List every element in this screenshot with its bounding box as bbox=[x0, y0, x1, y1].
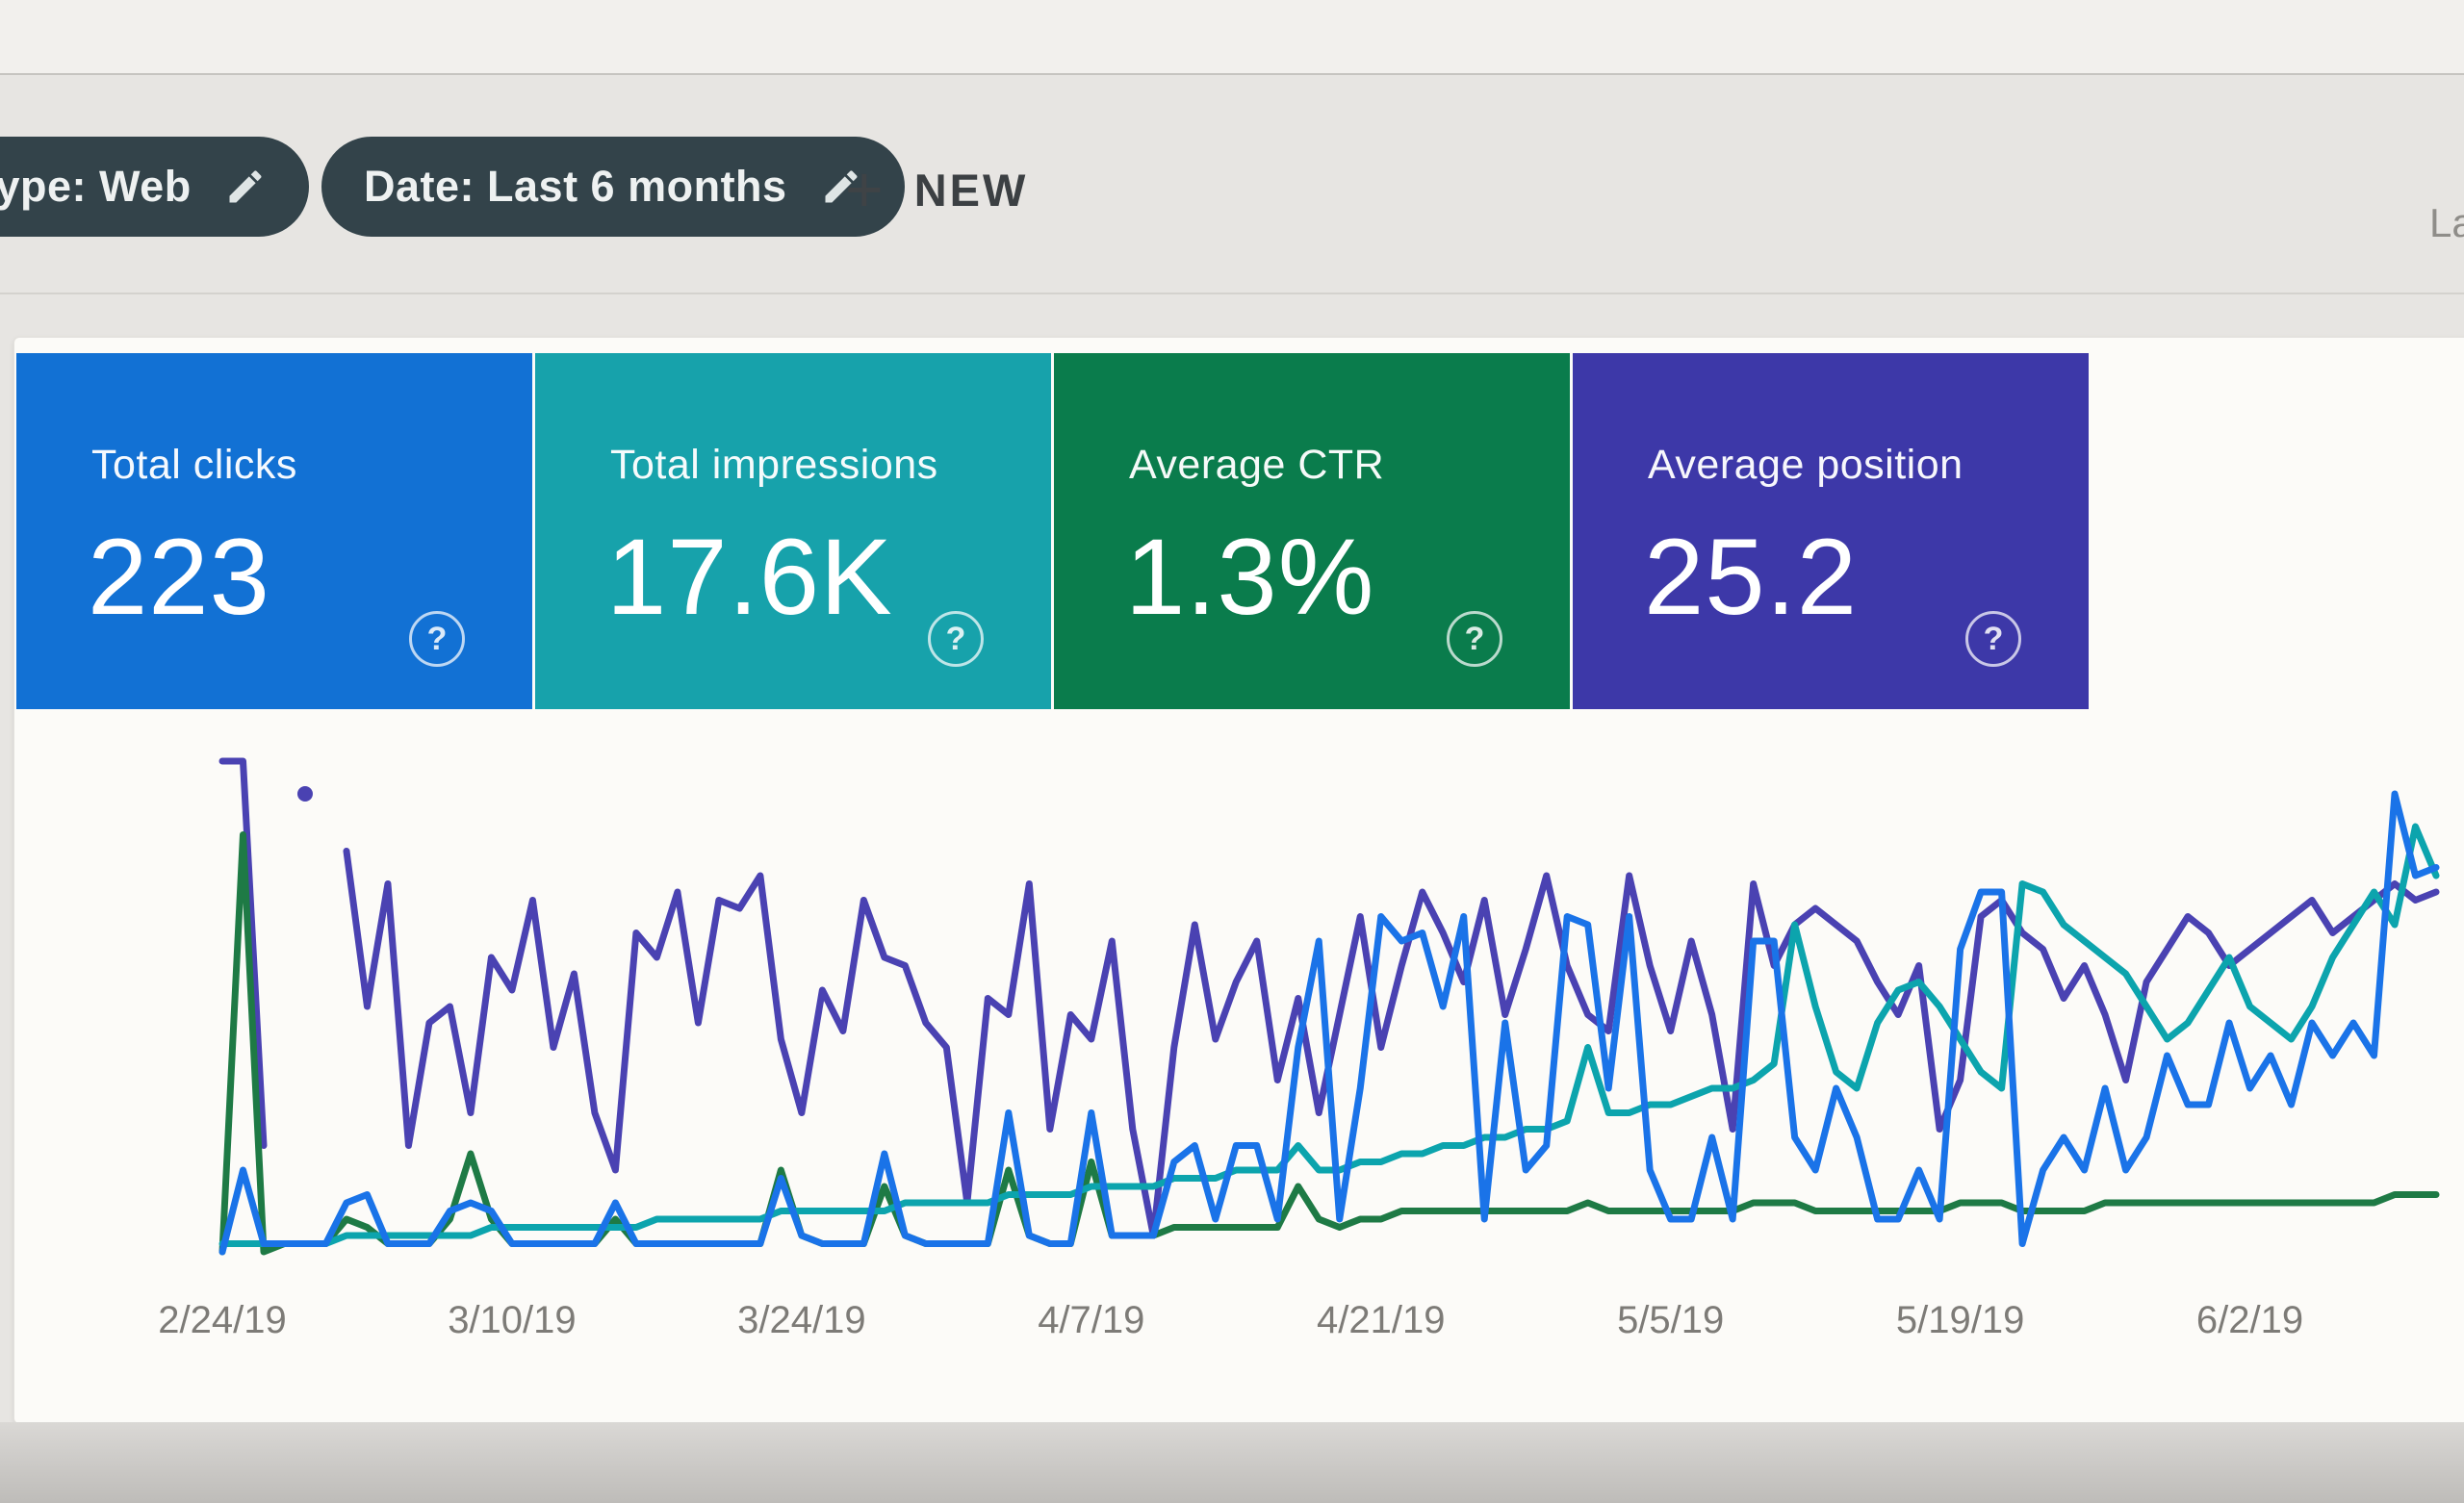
x-axis-label: 3/24/19 bbox=[737, 1299, 865, 1341]
new-filter-label: NEW bbox=[913, 164, 1029, 216]
help-icon[interactable]: ? bbox=[409, 611, 465, 667]
series-line-average-position bbox=[218, 757, 268, 1149]
filter-chip-search-type-label: type: Web bbox=[0, 162, 192, 211]
metric-card-label: Average CTR bbox=[1129, 442, 1385, 488]
last-updated-partial-text: La bbox=[2429, 200, 2464, 245]
chart-canvas: 2/24/19 3/10/19 3/24/19 4/7/19 4/21/19 5/5/19… bbox=[158, 757, 2440, 1341]
metric-card-label: Total clicks bbox=[91, 442, 297, 488]
new-filter-button[interactable]: + NEW bbox=[845, 156, 1028, 223]
metric-card-label: Total impressions bbox=[610, 442, 938, 488]
metric-card-value: 223 bbox=[88, 517, 270, 637]
help-icon[interactable]: ? bbox=[1447, 611, 1502, 667]
series-point-average-position bbox=[296, 786, 313, 802]
metric-card-value: 17.6K bbox=[606, 517, 893, 637]
screen-bottom-edge bbox=[0, 1422, 2464, 1503]
edit-pencil-icon[interactable] bbox=[224, 166, 267, 208]
series-line-average-position bbox=[343, 848, 2440, 1239]
metric-card-value: 25.2 bbox=[1644, 517, 1858, 637]
help-icon[interactable]: ? bbox=[928, 611, 984, 667]
performance-line-chart[interactable]: 2/24/19 3/10/19 3/24/19 4/7/19 4/21/19 5/5/19… bbox=[39, 742, 2455, 1379]
edit-pencil-icon[interactable] bbox=[820, 166, 862, 208]
metric-card-average-position[interactable]: Average position 25.2 ? bbox=[1573, 353, 2089, 709]
x-axis-label: 2/24/19 bbox=[158, 1299, 286, 1341]
series-line-total-impressions bbox=[218, 823, 2440, 1247]
x-axis-label: 5/5/19 bbox=[1617, 1299, 1724, 1341]
filter-chip-search-type[interactable]: type: Web bbox=[0, 137, 309, 237]
filter-chip-date-range-label: Date: Last 6 months bbox=[364, 162, 787, 211]
help-icon[interactable]: ? bbox=[1965, 611, 2021, 667]
series-line-total-clicks bbox=[218, 790, 2440, 1256]
x-axis-label: 3/10/19 bbox=[448, 1299, 576, 1341]
x-axis-label: 6/2/19 bbox=[2196, 1299, 2303, 1341]
filter-chip-date-range[interactable]: Date: Last 6 months bbox=[321, 137, 905, 237]
metric-card-total-impressions[interactable]: Total impressions 17.6K ? bbox=[535, 353, 1051, 709]
metric-card-average-ctr[interactable]: Average CTR 1.3% ? bbox=[1054, 353, 1570, 709]
metric-card-label: Average position bbox=[1648, 442, 1964, 488]
metric-card-value: 1.3% bbox=[1125, 517, 1375, 637]
filter-bar: type: Web Date: Last 6 months + NEW La bbox=[0, 75, 2464, 294]
performance-panel: Total clicks 223 ? Total impressions 17.… bbox=[13, 337, 2464, 1424]
plus-icon: + bbox=[845, 153, 884, 226]
x-axis-label: 4/7/19 bbox=[1038, 1299, 1144, 1341]
page-top-strip bbox=[0, 0, 2464, 75]
x-axis-label: 4/21/19 bbox=[1317, 1299, 1445, 1341]
x-axis-label: 5/19/19 bbox=[1896, 1299, 2024, 1341]
metric-card-total-clicks[interactable]: Total clicks 223 ? bbox=[16, 353, 532, 709]
metric-cards-row: Total clicks 223 ? Total impressions 17.… bbox=[16, 353, 2089, 709]
